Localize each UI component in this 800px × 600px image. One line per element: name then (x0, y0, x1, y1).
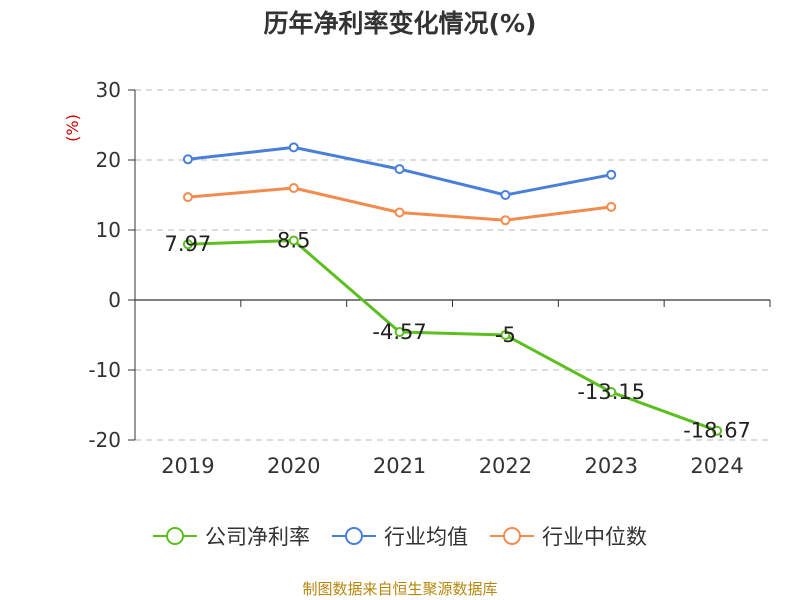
data-point[interactable] (712, 425, 723, 436)
data-point[interactable] (606, 201, 617, 212)
legend-swatch-green (153, 527, 197, 545)
data-label: -4.57 (372, 320, 426, 344)
data-point[interactable] (394, 326, 405, 337)
legend-item-industry-median[interactable]: 行业中位数 (490, 521, 647, 551)
axes: 30 20 10 0 -10 -20 2019 2020 2021 2022 2023 2024 (88, 78, 771, 478)
x-tick-label: 2022 (479, 454, 532, 478)
legend-label: 公司净利率 (205, 525, 310, 549)
x-tick-label: 2020 (267, 454, 320, 478)
legend-swatch-orange (490, 527, 534, 545)
grid-lines (135, 89, 770, 441)
y-tick-label: 10 (96, 218, 121, 242)
data-point[interactable] (288, 235, 299, 246)
x-tick-label: 2023 (585, 454, 638, 478)
y-tick-label: 20 (96, 148, 121, 172)
data-label: 8.5 (277, 229, 310, 253)
data-label: -18.67 (683, 419, 751, 443)
series-lines (182, 142, 723, 436)
legend-item-company-net-margin[interactable]: 公司净利率 (153, 521, 310, 551)
x-tick-label: 2021 (373, 454, 426, 478)
x-tick-label: 2019 (161, 454, 214, 478)
data-label: -5 (495, 323, 516, 347)
series-line (187, 239, 718, 433)
chart-title: 历年净利率变化情况(%) (263, 9, 537, 38)
x-tick-label: 2024 (690, 454, 743, 478)
legend-label: 行业中位数 (542, 525, 647, 549)
source-note: 制图数据来自恒生聚源数据库 (302, 580, 498, 598)
data-point[interactable] (500, 215, 511, 226)
legend-label: 行业均值 (384, 525, 468, 549)
data-label: -13.15 (577, 380, 645, 404)
y-tick-label: -10 (88, 358, 121, 382)
y-axis-label: (%) (63, 114, 82, 142)
data-point[interactable] (394, 164, 405, 175)
data-labels: 7.97 8.5 -4.57 -5 -13.15 -18.67 (165, 229, 751, 443)
data-point[interactable] (182, 154, 193, 165)
data-point[interactable] (500, 190, 511, 200)
data-label: 7.97 (165, 232, 212, 256)
y-tick-label: 30 (96, 78, 121, 102)
data-point[interactable] (182, 192, 193, 203)
legend: 公司净利率 行业均值 行业中位数 (0, 520, 800, 552)
y-tick-label: -20 (88, 428, 121, 452)
data-point[interactable] (606, 169, 617, 180)
data-point[interactable] (288, 142, 299, 153)
data-point[interactable] (500, 330, 511, 340)
data-point[interactable] (606, 387, 617, 398)
y-tick-label: 0 (108, 288, 121, 312)
legend-item-industry-average[interactable]: 行业均值 (332, 521, 468, 551)
data-point[interactable] (182, 239, 193, 250)
legend-swatch-blue (332, 527, 376, 545)
data-point[interactable] (394, 207, 405, 218)
data-point[interactable] (288, 183, 299, 193)
